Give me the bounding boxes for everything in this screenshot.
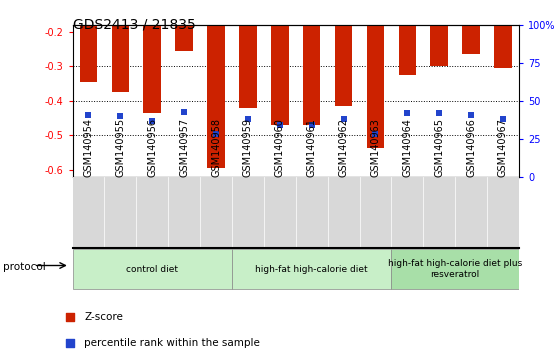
Point <box>371 132 380 137</box>
Point <box>339 116 348 122</box>
Text: control diet: control diet <box>126 264 178 274</box>
Point <box>84 112 93 118</box>
Bar <box>367 0 384 148</box>
Point <box>243 116 252 122</box>
Text: protocol: protocol <box>3 262 46 272</box>
Point <box>275 122 284 128</box>
Point <box>466 112 475 118</box>
Point <box>116 113 125 119</box>
Bar <box>430 0 448 66</box>
Point <box>211 132 220 137</box>
Bar <box>207 0 225 169</box>
Text: percentile rank within the sample: percentile rank within the sample <box>84 338 260 348</box>
Bar <box>463 0 480 54</box>
Point <box>403 110 412 116</box>
Point <box>418 228 427 234</box>
Bar <box>494 0 512 68</box>
Bar <box>80 0 97 82</box>
Bar <box>112 0 129 92</box>
Bar <box>143 0 161 113</box>
Text: high-fat high-calorie diet plus
resveratrol: high-fat high-calorie diet plus resverat… <box>388 259 522 279</box>
Bar <box>391 249 519 290</box>
Point <box>435 110 444 116</box>
Point <box>307 122 316 128</box>
Text: GDS2413 / 21835: GDS2413 / 21835 <box>73 18 195 32</box>
Text: high-fat high-calorie diet: high-fat high-calorie diet <box>256 264 368 274</box>
Bar <box>398 0 416 75</box>
Bar <box>271 0 288 125</box>
Bar <box>175 0 193 51</box>
Bar <box>73 249 232 290</box>
Point <box>498 116 507 122</box>
Point <box>148 118 157 124</box>
Bar <box>232 249 391 290</box>
Bar <box>335 0 352 106</box>
Point <box>180 109 189 114</box>
Text: Z-score: Z-score <box>84 312 123 322</box>
Bar <box>303 0 320 125</box>
Bar <box>239 0 257 108</box>
